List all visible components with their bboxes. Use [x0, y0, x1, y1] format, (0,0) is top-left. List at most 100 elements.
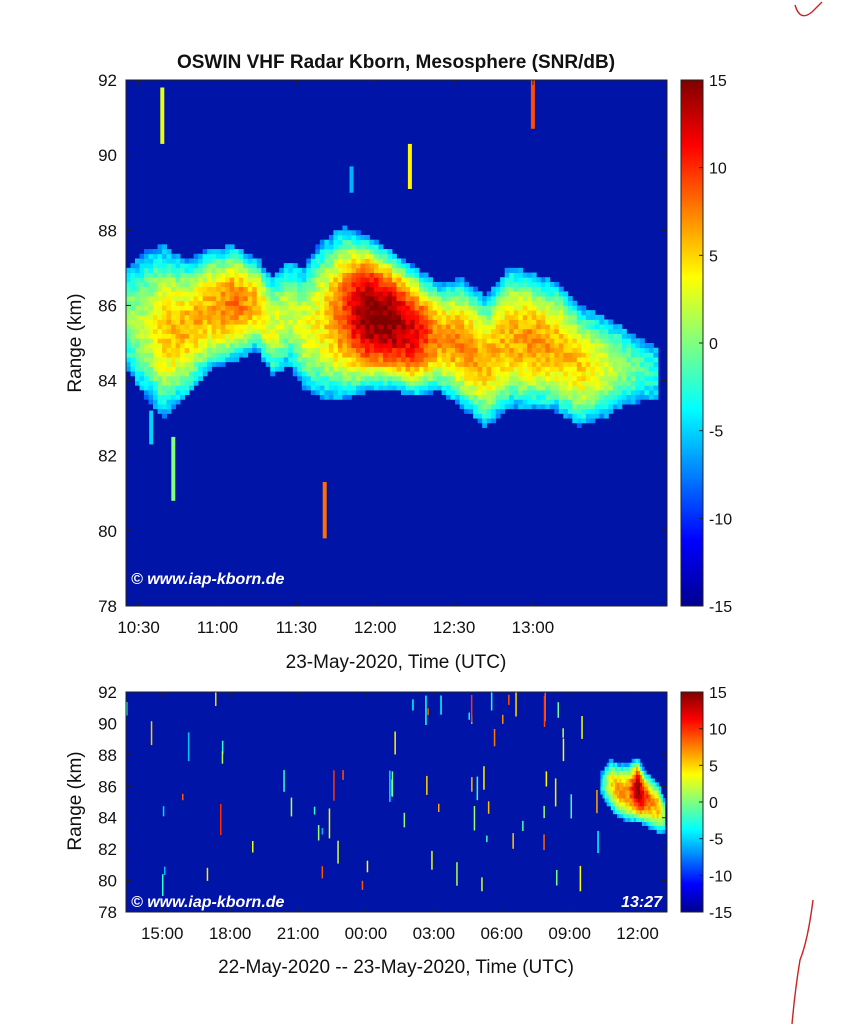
top-heatmap-cell	[549, 404, 555, 410]
top-heatmap-cell	[401, 352, 406, 358]
top-heatmap-cell	[157, 281, 163, 288]
top-heatmap-cell	[310, 366, 316, 372]
top-heatmap-cell	[306, 343, 312, 349]
top-heatmap-cell	[225, 267, 231, 273]
bottom-heatmap-cell	[623, 762, 626, 768]
top-heatmap-cell	[437, 361, 442, 367]
bottom-heatmap-cell	[631, 802, 635, 807]
top-heatmap-cell	[324, 249, 330, 255]
top-heatmap-cell	[410, 319, 415, 325]
top-heatmap-cell	[265, 361, 271, 367]
bottom-spike	[490, 692, 493, 711]
top-heatmap-cell	[437, 319, 442, 325]
top-heatmap-cell	[261, 291, 267, 297]
top-heatmap-cell	[346, 371, 352, 377]
top-heatmap-cell	[364, 300, 370, 306]
top-y-axis-label: Range (km)	[65, 293, 86, 392]
bottom-heatmap-cell	[617, 770, 620, 775]
top-heatmap-cell	[274, 277, 280, 283]
top-heatmap-cell	[455, 300, 461, 306]
top-heatmap-cell	[549, 305, 555, 311]
top-heatmap-cell	[432, 343, 438, 349]
top-heatmap-cell	[621, 328, 627, 335]
top-heatmap-cell	[274, 343, 280, 349]
bottom-heatmap-cell	[639, 770, 643, 775]
top-heatmap-cell	[567, 310, 573, 316]
bottom-spike	[473, 806, 476, 831]
top-heatmap-cell	[148, 371, 154, 377]
top-heatmap-cell	[148, 305, 154, 311]
top-heatmap-cell	[509, 281, 515, 288]
top-heatmap-cell	[153, 296, 158, 302]
bottom-heatmap-cell	[644, 786, 647, 791]
top-heatmap-cell	[225, 253, 231, 259]
top-heatmap-cell	[360, 385, 366, 391]
top-heatmap-cell	[531, 300, 537, 306]
top-heatmap-cell	[437, 314, 442, 320]
top-heatmap-cell	[391, 385, 397, 391]
top-heatmap-cell	[410, 296, 415, 302]
top-heatmap-cell	[459, 343, 465, 349]
top-heatmap-cell	[428, 352, 433, 358]
top-heatmap-cell	[310, 253, 316, 259]
top-heatmap-cell	[351, 253, 357, 259]
top-heatmap-cell	[432, 300, 438, 306]
top-heatmap-cell	[608, 328, 614, 335]
top-heatmap-cell	[373, 328, 379, 335]
top-heatmap-cell	[441, 328, 447, 335]
top-heatmap-cell	[540, 357, 546, 363]
top-heatmap-cell	[229, 244, 235, 250]
top-heatmap-cell	[306, 324, 312, 330]
top-heatmap-cell	[437, 333, 442, 339]
top-heatmap-cell	[522, 314, 528, 320]
top-heatmap-cell	[333, 371, 339, 377]
top-heatmap-cell	[319, 272, 325, 278]
top-heatmap-cell	[292, 361, 298, 367]
top-heatmap-cell	[328, 267, 334, 273]
top-heatmap-cell	[364, 263, 370, 269]
top-heatmap-cell	[297, 333, 303, 339]
top-heatmap-cell	[563, 291, 569, 297]
top-heatmap-cell	[540, 371, 546, 377]
top-heatmap-cell	[229, 258, 235, 264]
top-heatmap-cell	[630, 394, 636, 400]
top-heatmap-cell	[130, 366, 136, 372]
top-heatmap-cell	[382, 258, 388, 264]
top-heatmap-cell	[261, 296, 267, 302]
top-heatmap-cell	[450, 324, 456, 330]
top-heatmap-cell	[243, 263, 249, 269]
top-heatmap-cell	[567, 404, 573, 410]
top-heatmap-cell	[576, 343, 582, 349]
top-heatmap-cell	[617, 347, 623, 353]
top-heatmap-cell	[545, 361, 551, 367]
top-heatmap-cell	[391, 352, 397, 358]
top-heatmap-cell	[180, 324, 186, 330]
top-heatmap-cell	[256, 338, 262, 344]
bottom-heatmap-cell	[608, 770, 612, 775]
top-heatmap-cell	[153, 286, 158, 292]
top-heatmap-cell	[252, 343, 258, 349]
top-heatmap-cell	[450, 352, 456, 358]
top-heatmap-cell	[464, 347, 470, 353]
top-heatmap-cell	[265, 352, 271, 358]
top-heatmap-cell	[495, 281, 501, 288]
top-heatmap-cell	[180, 380, 186, 386]
top-heatmap-cell	[171, 300, 176, 306]
top-heatmap-cell	[211, 291, 217, 297]
bottom-heatmap-cell	[644, 805, 647, 811]
top-heatmap-cell	[414, 333, 420, 339]
top-heatmap-cell	[247, 281, 253, 288]
top-heatmap-cell	[184, 385, 190, 391]
top-heatmap-cell	[337, 338, 343, 344]
top-heatmap-cell	[175, 399, 181, 405]
top-heatmap-cell	[184, 338, 190, 344]
top-heatmap-cell	[459, 375, 465, 381]
top-heatmap-cell	[581, 394, 587, 400]
bottom-timestamp: 13:27	[621, 894, 663, 911]
bottom-heatmap-cell	[648, 790, 651, 795]
bottom-heatmap-cell	[602, 774, 605, 779]
top-heatmap-cell	[364, 267, 370, 273]
top-heatmap-cell	[175, 380, 181, 386]
top-heatmap-cell	[207, 253, 213, 259]
top-heatmap-cell	[500, 389, 506, 396]
